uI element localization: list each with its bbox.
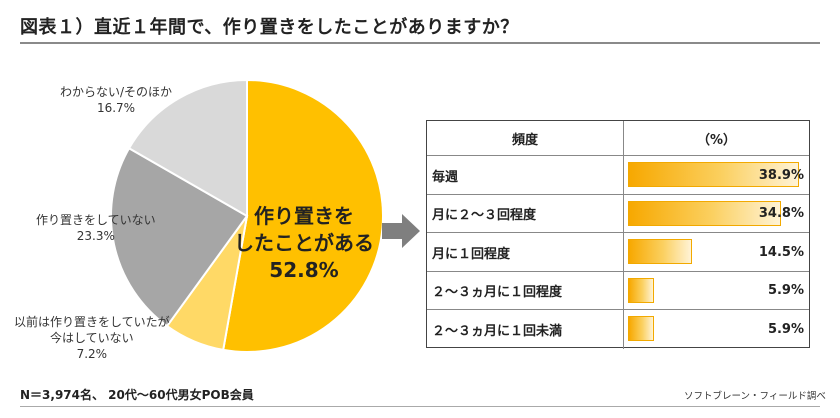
pie-label-not: 作り置きをしていない 23.3%	[36, 213, 156, 243]
value-label: 38.9%	[758, 167, 804, 183]
value-label: 34.8%	[758, 206, 804, 222]
pie-label-used-to: 以前は作り置きをしていたが 今はしていない 7.2%	[14, 315, 170, 361]
table-row: 月に２～３回程度 34.8%	[427, 193, 809, 233]
pie-label-other: わからない/そのほか 16.7%	[60, 85, 173, 115]
frequency-bar	[628, 200, 782, 226]
frequency-bar	[628, 239, 692, 264]
pie-slice-not	[110, 146, 249, 328]
table-header-row: 頻度 （%）	[427, 121, 809, 155]
table-row: ２～３ヵ月に１回程度 5.9%	[427, 270, 809, 310]
row-label: ２～３ヵ月に１回程度	[427, 271, 624, 310]
frequency-bar	[628, 277, 654, 303]
sample-footnote: N＝3,974名、 20代～60代男女POB会員	[20, 388, 254, 402]
value-label: 5.9%	[767, 321, 804, 337]
value-label: 14.5%	[758, 244, 804, 260]
pie-chart	[110, 78, 384, 353]
frequency-table: 頻度 （%） 毎週 38.9% 月に２～３回程度 34.8% 月に１回程度 14.5% ２～３ヵ…	[426, 120, 810, 349]
row-label: 月に１回程度	[427, 233, 624, 272]
bottom-divider	[20, 406, 820, 407]
title-divider	[20, 42, 820, 44]
value-label: 5.9%	[767, 283, 804, 299]
chart-title: 図表１）直近１年間で、作り置きをしたことがありますか？	[20, 17, 519, 38]
source-credit: ソフトブレーン・フィールド調べ	[684, 391, 826, 402]
frequency-bar	[628, 162, 800, 187]
arrow-shape	[382, 214, 420, 248]
table-row: 月に１回程度 14.5%	[427, 232, 809, 272]
column-header-frequency: 頻度	[427, 121, 624, 155]
table-row: ２～３ヵ月に１回未満 5.9%	[427, 309, 809, 349]
frequency-bar	[628, 316, 654, 341]
row-label: 毎週	[427, 156, 624, 195]
right-arrow-icon	[382, 214, 420, 248]
row-label: 月に２～３回程度	[427, 194, 624, 233]
table-row: 毎週 38.9%	[427, 155, 809, 195]
pie-slice-other	[127, 78, 248, 218]
column-header-percent: （%）	[696, 132, 737, 148]
pie-label-have: 作り置きを したことがある 52.8%	[234, 204, 374, 282]
row-label: ２～３ヵ月に１回未満	[427, 310, 624, 349]
